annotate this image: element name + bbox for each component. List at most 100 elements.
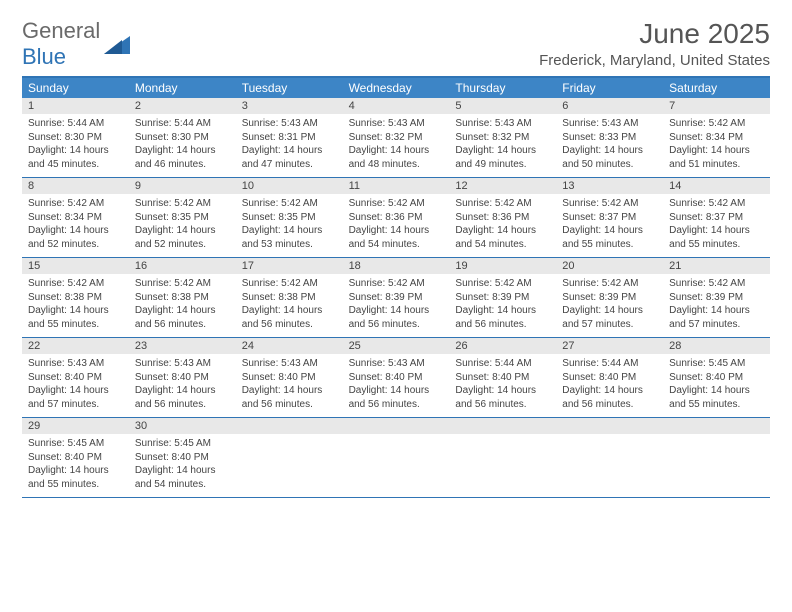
daylight-line: Daylight: 14 hours and 48 minutes. <box>349 144 444 171</box>
day-details: Sunrise: 5:43 AMSunset: 8:31 PMDaylight:… <box>236 114 343 177</box>
day-details: Sunrise: 5:44 AMSunset: 8:30 PMDaylight:… <box>22 114 129 177</box>
daylight-line: Daylight: 14 hours and 55 minutes. <box>28 464 123 491</box>
sunset-line: Sunset: 8:40 PM <box>28 371 123 385</box>
day-cell: 11Sunrise: 5:42 AMSunset: 8:36 PMDayligh… <box>343 178 450 257</box>
day-number: 2 <box>129 98 236 114</box>
day-details: Sunrise: 5:44 AMSunset: 8:40 PMDaylight:… <box>556 354 663 417</box>
day-number: 26 <box>449 338 556 354</box>
daylight-line: Daylight: 14 hours and 47 minutes. <box>242 144 337 171</box>
sunrise-line: Sunrise: 5:43 AM <box>242 117 337 131</box>
dow-tuesday: Tuesday <box>236 78 343 98</box>
sunrise-line: Sunrise: 5:42 AM <box>349 197 444 211</box>
day-cell: 13Sunrise: 5:42 AMSunset: 8:37 PMDayligh… <box>556 178 663 257</box>
sunset-line: Sunset: 8:35 PM <box>242 211 337 225</box>
sunrise-line: Sunrise: 5:42 AM <box>242 277 337 291</box>
day-details: Sunrise: 5:42 AMSunset: 8:35 PMDaylight:… <box>129 194 236 257</box>
sunrise-line: Sunrise: 5:42 AM <box>242 197 337 211</box>
sunrise-line: Sunrise: 5:42 AM <box>349 277 444 291</box>
daylight-line: Daylight: 14 hours and 56 minutes. <box>562 384 657 411</box>
daylight-line: Daylight: 14 hours and 55 minutes. <box>669 384 764 411</box>
sunset-line: Sunset: 8:36 PM <box>349 211 444 225</box>
week-row: 8Sunrise: 5:42 AMSunset: 8:34 PMDaylight… <box>22 178 770 258</box>
day-details: Sunrise: 5:42 AMSunset: 8:38 PMDaylight:… <box>22 274 129 337</box>
calendar: SundayMondayTuesdayWednesdayThursdayFrid… <box>22 76 770 498</box>
sunrise-line: Sunrise: 5:42 AM <box>669 117 764 131</box>
day-details: Sunrise: 5:42 AMSunset: 8:34 PMDaylight:… <box>22 194 129 257</box>
sunset-line: Sunset: 8:34 PM <box>669 131 764 145</box>
sunset-line: Sunset: 8:40 PM <box>135 451 230 465</box>
day-details: Sunrise: 5:44 AMSunset: 8:30 PMDaylight:… <box>129 114 236 177</box>
day-cell: 5Sunrise: 5:43 AMSunset: 8:32 PMDaylight… <box>449 98 556 177</box>
day-number: 11 <box>343 178 450 194</box>
day-cell: 2Sunrise: 5:44 AMSunset: 8:30 PMDaylight… <box>129 98 236 177</box>
day-number: 23 <box>129 338 236 354</box>
sunset-line: Sunset: 8:38 PM <box>135 291 230 305</box>
dow-wednesday: Wednesday <box>343 78 450 98</box>
sunset-line: Sunset: 8:39 PM <box>455 291 550 305</box>
day-details: Sunrise: 5:42 AMSunset: 8:35 PMDaylight:… <box>236 194 343 257</box>
sunset-line: Sunset: 8:38 PM <box>28 291 123 305</box>
day-number: 25 <box>343 338 450 354</box>
daylight-line: Daylight: 14 hours and 54 minutes. <box>135 464 230 491</box>
day-details: Sunrise: 5:42 AMSunset: 8:39 PMDaylight:… <box>343 274 450 337</box>
day-details: Sunrise: 5:42 AMSunset: 8:39 PMDaylight:… <box>663 274 770 337</box>
day-number: 9 <box>129 178 236 194</box>
daylight-line: Daylight: 14 hours and 55 minutes. <box>669 224 764 251</box>
day-number: 17 <box>236 258 343 274</box>
day-number: 8 <box>22 178 129 194</box>
sunrise-line: Sunrise: 5:44 AM <box>562 357 657 371</box>
day-cell <box>663 418 770 497</box>
day-number: 14 <box>663 178 770 194</box>
day-number: 4 <box>343 98 450 114</box>
day-cell: 29Sunrise: 5:45 AMSunset: 8:40 PMDayligh… <box>22 418 129 497</box>
sunset-line: Sunset: 8:37 PM <box>669 211 764 225</box>
sunrise-line: Sunrise: 5:42 AM <box>28 277 123 291</box>
day-details: Sunrise: 5:43 AMSunset: 8:40 PMDaylight:… <box>22 354 129 417</box>
sunset-line: Sunset: 8:32 PM <box>349 131 444 145</box>
day-details: Sunrise: 5:43 AMSunset: 8:32 PMDaylight:… <box>449 114 556 177</box>
day-cell: 19Sunrise: 5:42 AMSunset: 8:39 PMDayligh… <box>449 258 556 337</box>
day-cell: 20Sunrise: 5:42 AMSunset: 8:39 PMDayligh… <box>556 258 663 337</box>
sunset-line: Sunset: 8:38 PM <box>242 291 337 305</box>
day-number: 27 <box>556 338 663 354</box>
day-details: Sunrise: 5:42 AMSunset: 8:34 PMDaylight:… <box>663 114 770 177</box>
sunrise-line: Sunrise: 5:42 AM <box>455 197 550 211</box>
day-details: Sunrise: 5:42 AMSunset: 8:38 PMDaylight:… <box>236 274 343 337</box>
sunrise-line: Sunrise: 5:44 AM <box>455 357 550 371</box>
daylight-line: Daylight: 14 hours and 56 minutes. <box>455 384 550 411</box>
day-cell: 16Sunrise: 5:42 AMSunset: 8:38 PMDayligh… <box>129 258 236 337</box>
sunset-line: Sunset: 8:39 PM <box>349 291 444 305</box>
day-number: 30 <box>129 418 236 434</box>
sunset-line: Sunset: 8:30 PM <box>135 131 230 145</box>
daylight-line: Daylight: 14 hours and 50 minutes. <box>562 144 657 171</box>
day-number: 28 <box>663 338 770 354</box>
day-number: 12 <box>449 178 556 194</box>
sunrise-line: Sunrise: 5:44 AM <box>28 117 123 131</box>
sunset-line: Sunset: 8:40 PM <box>28 451 123 465</box>
logo-text-1: General <box>22 18 100 43</box>
sunset-line: Sunset: 8:40 PM <box>242 371 337 385</box>
daylight-line: Daylight: 14 hours and 57 minutes. <box>562 304 657 331</box>
sunset-line: Sunset: 8:31 PM <box>242 131 337 145</box>
week-row: 15Sunrise: 5:42 AMSunset: 8:38 PMDayligh… <box>22 258 770 338</box>
daylight-line: Daylight: 14 hours and 57 minutes. <box>28 384 123 411</box>
day-number: 16 <box>129 258 236 274</box>
sunset-line: Sunset: 8:30 PM <box>28 131 123 145</box>
daylight-line: Daylight: 14 hours and 54 minutes. <box>455 224 550 251</box>
logo-triangle-icon <box>104 34 130 54</box>
daylight-line: Daylight: 14 hours and 56 minutes. <box>349 384 444 411</box>
sunset-line: Sunset: 8:40 PM <box>349 371 444 385</box>
day-cell: 26Sunrise: 5:44 AMSunset: 8:40 PMDayligh… <box>449 338 556 417</box>
sunrise-line: Sunrise: 5:45 AM <box>28 437 123 451</box>
daylight-line: Daylight: 14 hours and 49 minutes. <box>455 144 550 171</box>
sunrise-line: Sunrise: 5:42 AM <box>455 277 550 291</box>
day-cell: 14Sunrise: 5:42 AMSunset: 8:37 PMDayligh… <box>663 178 770 257</box>
day-number: 5 <box>449 98 556 114</box>
daylight-line: Daylight: 14 hours and 52 minutes. <box>135 224 230 251</box>
sunrise-line: Sunrise: 5:44 AM <box>135 117 230 131</box>
day-number <box>236 418 343 434</box>
day-cell: 25Sunrise: 5:43 AMSunset: 8:40 PMDayligh… <box>343 338 450 417</box>
week-row: 22Sunrise: 5:43 AMSunset: 8:40 PMDayligh… <box>22 338 770 418</box>
sunrise-line: Sunrise: 5:43 AM <box>242 357 337 371</box>
day-cell: 12Sunrise: 5:42 AMSunset: 8:36 PMDayligh… <box>449 178 556 257</box>
